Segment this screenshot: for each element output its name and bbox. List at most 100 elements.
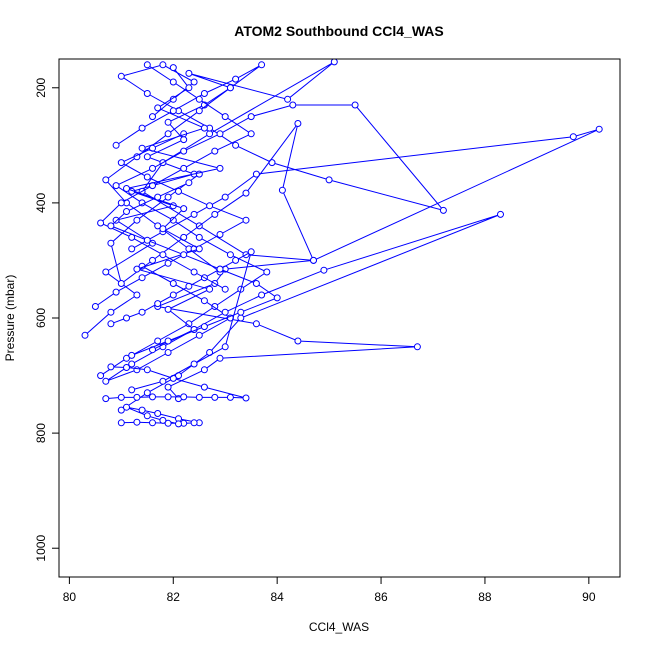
data-point [221, 113, 229, 121]
data-point [169, 291, 177, 299]
data-point [195, 95, 203, 103]
data-point [258, 291, 266, 299]
data-point [123, 208, 130, 215]
data-point [320, 266, 328, 274]
data-point [143, 412, 151, 420]
chart-title: ATOM2 Southbound CCl4_WAS [234, 23, 443, 39]
data-point [232, 141, 240, 149]
data-point [102, 377, 110, 385]
data-point [164, 259, 172, 267]
x-tick-label: 82 [167, 590, 181, 604]
data-point [154, 222, 162, 230]
data-point [133, 366, 141, 374]
data-point [107, 363, 115, 371]
data-point [164, 393, 172, 401]
data-point [175, 420, 182, 428]
data-point [206, 202, 214, 210]
data-point [180, 147, 188, 155]
data-point [133, 393, 141, 401]
data-point [123, 314, 130, 322]
data-point [154, 410, 162, 417]
data-point [117, 406, 125, 414]
data-point [159, 377, 167, 385]
data-point [138, 406, 146, 414]
data-point [149, 393, 156, 401]
data-point [128, 386, 136, 394]
data-point [117, 199, 125, 207]
data-point [169, 216, 177, 224]
data-point [190, 268, 198, 276]
data-point [185, 69, 193, 77]
data-point [595, 125, 603, 133]
data-point [164, 193, 172, 201]
data-point [107, 222, 115, 230]
data-point [185, 320, 193, 328]
data-point [294, 337, 302, 345]
data-point [102, 268, 110, 276]
data-point [123, 403, 130, 411]
data-point [159, 61, 167, 69]
data-point [185, 84, 193, 92]
data-point [169, 78, 177, 86]
data-point [154, 193, 162, 201]
data-point [351, 101, 359, 109]
data-point [200, 366, 208, 374]
data-point [169, 107, 177, 115]
data-point [200, 90, 208, 97]
data-point [247, 113, 255, 121]
data-point [190, 360, 198, 368]
data-point [242, 216, 250, 224]
data-point [143, 61, 151, 69]
data-point [102, 176, 110, 184]
data-point [149, 164, 156, 172]
data-point [112, 216, 120, 224]
y-tick-label: 600 [34, 308, 48, 328]
data-point [107, 320, 115, 328]
data-point [169, 64, 177, 72]
data-point [216, 130, 224, 138]
data-point [211, 303, 219, 310]
data-point [175, 187, 182, 195]
data-point [159, 225, 167, 233]
data-point [284, 95, 292, 103]
data-point [252, 320, 260, 328]
x-axis-label: CCl4_WAS [309, 620, 369, 634]
data-point [133, 265, 141, 273]
data-point [226, 84, 234, 92]
data-point [149, 256, 156, 264]
data-point [190, 210, 198, 218]
data-point [117, 280, 125, 287]
data-point [107, 239, 115, 247]
data-point [112, 141, 120, 149]
data-point [195, 107, 203, 115]
data-point [164, 383, 172, 391]
data-point [143, 236, 151, 244]
data-point [128, 360, 136, 368]
data-point [252, 170, 260, 178]
y-tick-label: 400 [34, 193, 48, 213]
data-point [112, 288, 120, 296]
data-point [221, 343, 229, 351]
data-point [133, 216, 141, 224]
data-point [216, 164, 224, 172]
x-tick-label: 86 [374, 590, 388, 604]
data-point [325, 176, 333, 184]
data-point [195, 393, 203, 401]
data-point [413, 343, 421, 351]
data-point [237, 308, 245, 316]
data-point [159, 416, 167, 424]
data-point [289, 101, 297, 109]
data-point [133, 418, 141, 426]
data-point [294, 120, 302, 127]
data-point [216, 231, 224, 238]
data-point [200, 383, 208, 391]
data-point [232, 75, 240, 83]
data-point [226, 393, 234, 401]
data-point [211, 147, 219, 155]
data-point [180, 205, 188, 213]
data-point [91, 303, 99, 310]
data-point [221, 285, 229, 293]
series-line [105, 213, 501, 411]
data-point [263, 268, 271, 276]
